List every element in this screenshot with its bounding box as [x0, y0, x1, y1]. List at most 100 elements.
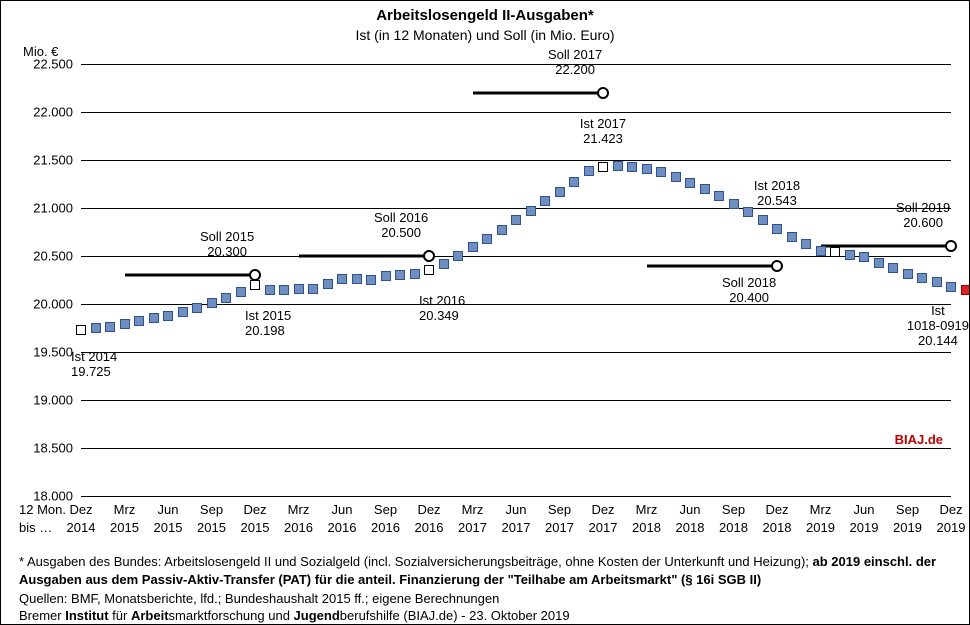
y-tick-label: 20.000	[13, 297, 73, 312]
ist-point	[758, 215, 768, 225]
x-tick-month: Mrz	[288, 502, 310, 517]
soll-segment	[125, 274, 256, 277]
ist-point	[178, 307, 188, 317]
ist-point	[279, 285, 289, 295]
ist-point	[656, 167, 666, 177]
x-tick-month: Mrz	[636, 502, 658, 517]
x-tick-month: Jun	[506, 502, 527, 517]
ist-callout: Ist 201721.423	[580, 117, 626, 147]
soll-label: Soll 201820.400	[722, 276, 776, 306]
ist-point	[671, 172, 681, 182]
x-tick-year: 2017	[589, 520, 618, 535]
ist-point	[105, 322, 115, 332]
soll-label: Soll 201620.500	[374, 211, 428, 241]
ist-callout: Ist 201419.725	[71, 350, 117, 380]
ist-point	[294, 284, 304, 294]
y-tick-label: 19.000	[13, 393, 73, 408]
ist-point	[468, 242, 478, 252]
x-tick-year: 2018	[719, 520, 748, 535]
soll-segment	[821, 245, 952, 248]
credit-line: Bremer Institut für Arbeitsmarktforschun…	[19, 608, 570, 623]
x-tick-month: Dez	[69, 502, 92, 517]
ist-point	[134, 316, 144, 326]
soll-label: Soll 201520.300	[200, 230, 254, 260]
ist-point	[845, 250, 855, 260]
ist-point	[395, 270, 405, 280]
ist-callout: Ist 201620.349	[419, 294, 465, 324]
x-tick-month: Sep	[722, 502, 745, 517]
x-tick-year: 2019	[893, 520, 922, 535]
ist-point	[830, 247, 840, 257]
ist-point	[888, 263, 898, 273]
y-axis-title: Mio. €	[23, 44, 58, 59]
ist-point	[163, 311, 173, 321]
ist-point	[816, 246, 826, 256]
grid-line	[81, 208, 951, 209]
source-line: Quellen: BMF, Monatsberichte, lfd.; Bund…	[19, 591, 499, 606]
ist-point	[540, 196, 550, 206]
x-tick-month: Sep	[548, 502, 571, 517]
x-tick-month: Jun	[854, 502, 875, 517]
y-tick-label: 20.500	[13, 249, 73, 264]
ist-point	[221, 293, 231, 303]
ist-point	[381, 271, 391, 281]
x-tick-year: 2015	[197, 520, 226, 535]
ist-point	[424, 265, 434, 275]
ist-point	[323, 279, 333, 289]
ist-point	[265, 285, 275, 295]
ist-point	[598, 162, 608, 172]
ist-point	[207, 298, 217, 308]
ist-callout: Ist 201520.198	[245, 309, 291, 339]
ist-point	[250, 280, 260, 290]
ist-point	[859, 252, 869, 262]
y-tick-label: 21.000	[13, 201, 73, 216]
ist-point	[685, 178, 695, 188]
grid-line	[81, 448, 951, 449]
grid-line	[81, 400, 951, 401]
ist-point	[946, 282, 956, 292]
x-tick-year: 2019	[850, 520, 879, 535]
ist-point	[91, 323, 101, 333]
x-tick-year: 2016	[284, 520, 313, 535]
x-tick-year: 2016	[415, 520, 444, 535]
x-tick-month: Dez	[243, 502, 266, 517]
ist-point	[76, 325, 86, 335]
ist-point	[308, 284, 318, 294]
x-tick-year: 2017	[458, 520, 487, 535]
x-tick-month: Dez	[765, 502, 788, 517]
ist-point	[627, 162, 637, 172]
ist-point	[569, 177, 579, 187]
x-tick-month: Jun	[158, 502, 179, 517]
grid-line	[81, 352, 951, 353]
ist-point	[366, 275, 376, 285]
footnote-plain: * Ausgaben des Bundes: Arbeitslosengeld …	[19, 554, 813, 569]
x-tick-month: Sep	[200, 502, 223, 517]
ist-point	[482, 234, 492, 244]
ist-point	[410, 269, 420, 279]
x-tick-year: 2015	[110, 520, 139, 535]
grid-line	[81, 496, 951, 497]
x-tick-year: 2014	[67, 520, 96, 535]
x-tick-year: 2018	[763, 520, 792, 535]
x-tick-month: Jun	[680, 502, 701, 517]
chart-frame: Arbeitslosengeld II-Ausgaben* Ist (in 12…	[0, 0, 970, 625]
ist-point	[337, 274, 347, 284]
x-tick-year: 2015	[241, 520, 270, 535]
x-tick-year: 2017	[502, 520, 531, 535]
ist-point	[120, 319, 130, 329]
x-tick-month: Mrz	[810, 502, 832, 517]
ist-point	[932, 277, 942, 287]
ist-point	[511, 215, 521, 225]
ist-point	[149, 313, 159, 323]
grid-line	[81, 64, 951, 65]
soll-end-marker	[945, 240, 957, 252]
x-tick-year: 2018	[632, 520, 661, 535]
x-tick-month: Dez	[939, 502, 962, 517]
x-tick-year: 2018	[676, 520, 705, 535]
soll-end-marker	[423, 250, 435, 262]
ist-point	[352, 274, 362, 284]
ist-point	[526, 206, 536, 216]
x-tick-year: 2015	[154, 520, 183, 535]
x-tick-year: 2016	[371, 520, 400, 535]
ist-point	[613, 161, 623, 171]
